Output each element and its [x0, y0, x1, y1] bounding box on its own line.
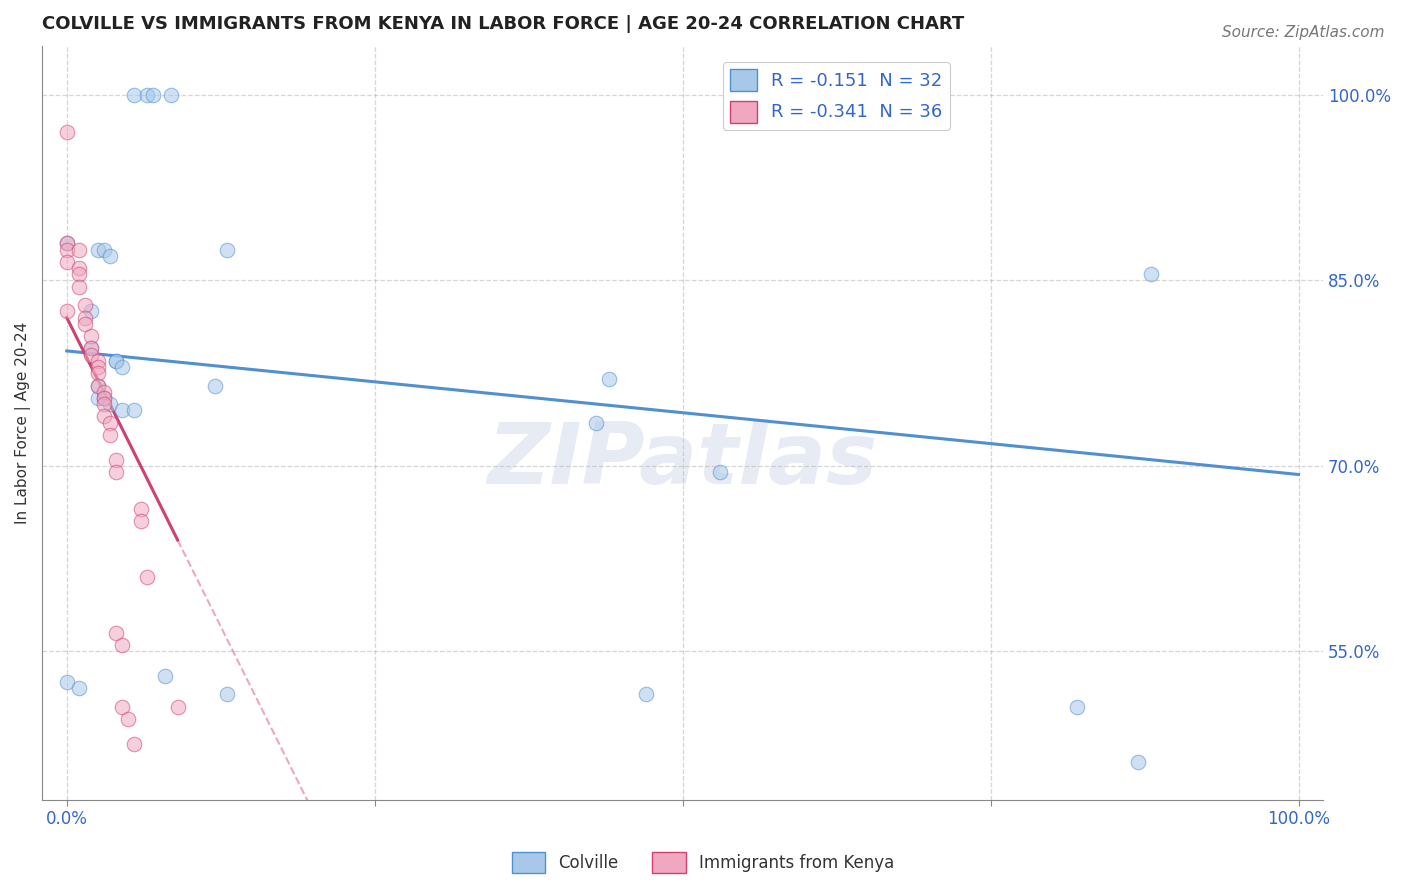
Point	[142, 88, 165, 103]
Point	[111, 699, 134, 714]
Point	[93, 409, 115, 424]
Point	[86, 359, 108, 374]
Point	[86, 243, 108, 257]
Point	[105, 353, 128, 368]
Point	[1128, 756, 1150, 770]
Point	[55, 236, 77, 251]
Point	[166, 699, 188, 714]
Point	[135, 88, 157, 103]
Text: COLVILLE VS IMMIGRANTS FROM KENYA IN LABOR FORCE | AGE 20-24 CORRELATION CHART: COLVILLE VS IMMIGRANTS FROM KENYA IN LAB…	[42, 15, 965, 33]
Point	[75, 298, 97, 312]
Point	[105, 465, 128, 479]
Point	[111, 359, 134, 374]
Point	[80, 342, 103, 356]
Point	[111, 403, 134, 417]
Point	[634, 688, 657, 702]
Point	[55, 304, 77, 318]
Point	[67, 279, 90, 293]
Point	[215, 243, 238, 257]
Point	[105, 353, 128, 368]
Legend: Colville, Immigrants from Kenya: Colville, Immigrants from Kenya	[505, 846, 901, 880]
Point	[67, 681, 90, 696]
Point	[93, 397, 115, 411]
Point	[55, 255, 77, 269]
Point	[124, 403, 146, 417]
Point	[124, 88, 146, 103]
Point	[67, 261, 90, 276]
Point	[93, 384, 115, 399]
Point	[129, 515, 152, 529]
Point	[86, 353, 108, 368]
Point	[55, 243, 77, 257]
Point	[1139, 268, 1161, 282]
Point	[55, 236, 77, 251]
Point	[98, 249, 121, 263]
Point	[117, 712, 139, 726]
Point	[709, 465, 731, 479]
Point	[75, 310, 97, 325]
Point	[55, 125, 77, 139]
Point	[105, 452, 128, 467]
Text: Source: ZipAtlas.com: Source: ZipAtlas.com	[1222, 25, 1385, 40]
Point	[155, 669, 177, 683]
Point	[124, 737, 146, 751]
Point	[98, 397, 121, 411]
Point	[67, 268, 90, 282]
Point	[55, 675, 77, 690]
Point	[86, 378, 108, 392]
Point	[93, 243, 115, 257]
Point	[598, 372, 620, 386]
Point	[93, 391, 115, 405]
Point	[215, 688, 238, 702]
Point	[129, 502, 152, 516]
Point	[98, 428, 121, 442]
Point	[111, 638, 134, 652]
Point	[105, 625, 128, 640]
Point	[93, 391, 115, 405]
Point	[75, 317, 97, 331]
Text: ZIPatlas: ZIPatlas	[488, 418, 877, 502]
Point	[135, 570, 157, 584]
Y-axis label: In Labor Force | Age 20-24: In Labor Force | Age 20-24	[15, 321, 31, 524]
Point	[80, 304, 103, 318]
Point	[80, 329, 103, 343]
Point	[86, 366, 108, 380]
Point	[98, 416, 121, 430]
Point	[86, 378, 108, 392]
Point	[86, 391, 108, 405]
Point	[67, 243, 90, 257]
Point	[160, 88, 183, 103]
Point	[80, 348, 103, 362]
Point	[80, 342, 103, 356]
Legend: R = -0.151  N = 32, R = -0.341  N = 36: R = -0.151 N = 32, R = -0.341 N = 36	[723, 62, 950, 129]
Point	[585, 416, 607, 430]
Point	[204, 378, 226, 392]
Point	[1066, 699, 1088, 714]
